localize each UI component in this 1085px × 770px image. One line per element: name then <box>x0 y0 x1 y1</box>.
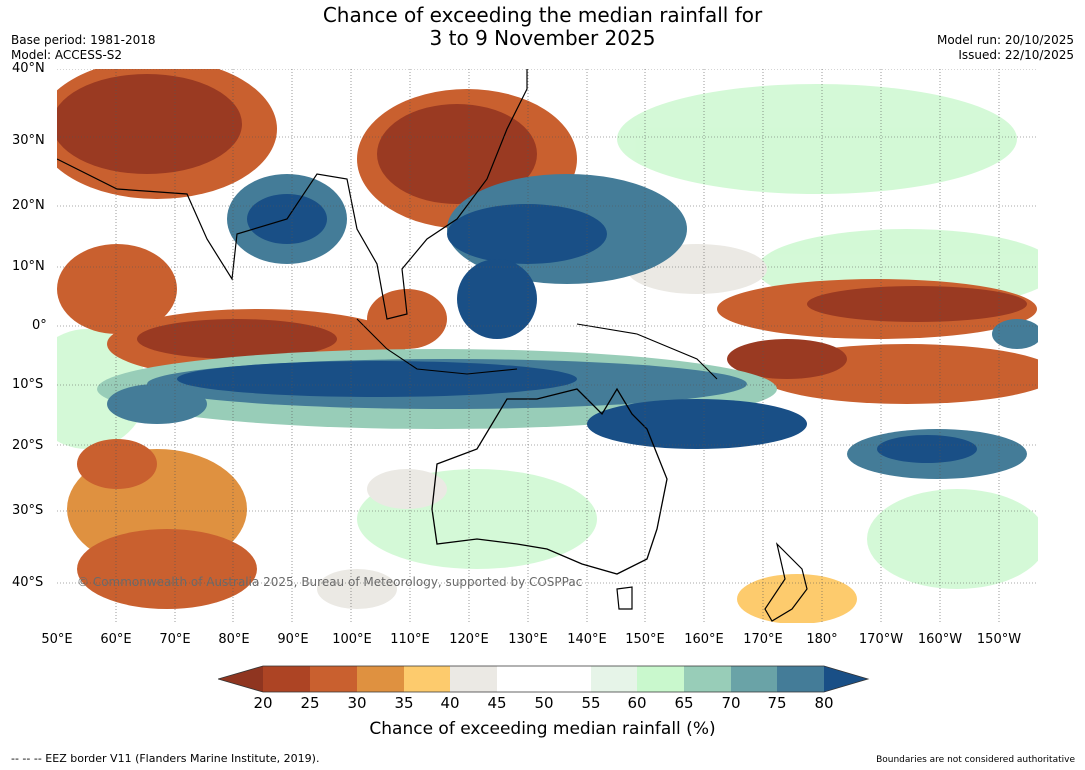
colorbar-low-arrow <box>218 666 263 692</box>
colorbar-label: Chance of exceeding median rainfall (%) <box>369 719 716 739</box>
lon-label: 100°E <box>332 632 372 647</box>
lon-label: 80°E <box>218 632 250 647</box>
lat-label: 30°N <box>12 133 45 148</box>
colorbar-high-arrow <box>824 666 868 692</box>
colorbar-swatch <box>777 666 824 692</box>
lon-label: 160°W <box>917 632 963 647</box>
lon-label: 120°E <box>449 632 489 647</box>
map-title: Chance of exceeding the median rainfall … <box>0 4 1085 50</box>
lat-label: 20°S <box>12 438 44 453</box>
colorbar-tick: 80 <box>814 694 834 712</box>
tasmania-coastline <box>616 586 633 610</box>
lon-label: 150°W <box>976 632 1022 647</box>
colorbar-swatch <box>310 666 357 692</box>
issued-date: Issued: 22/10/2025 <box>958 48 1074 62</box>
colorbar-tick: 25 <box>300 694 320 712</box>
lat-label: 30°S <box>12 503 44 518</box>
colorbar-tick: 65 <box>674 694 694 712</box>
map-canvas <box>57 69 1038 623</box>
colorbar-swatch <box>357 666 404 692</box>
colorbar-swatch <box>731 666 777 692</box>
lat-label: 40°S <box>12 575 44 590</box>
indonesia-coastline <box>356 318 518 375</box>
asia-coastline <box>57 69 528 320</box>
colorbar-tick: 40 <box>440 694 460 712</box>
new-guinea-coastline <box>576 323 718 380</box>
meta-left: Base period: 1981-2018 Model: ACCESS-S2 <box>11 33 156 63</box>
lon-label: 110°E <box>390 632 430 647</box>
lat-label: 0° <box>32 318 47 333</box>
colorbar-swatch <box>450 666 497 692</box>
title-line-2: 3 to 9 November 2025 <box>429 26 656 50</box>
lon-label: 90°E <box>277 632 309 647</box>
lon-label: 60°E <box>100 632 132 647</box>
colorbar-swatch <box>404 666 450 692</box>
eez-note: -- -- -- EEZ border V11 (Flanders Marine… <box>11 752 320 765</box>
lon-label: 50°E <box>41 632 73 647</box>
model-name: Model: ACCESS-S2 <box>11 48 123 62</box>
base-period: Base period: 1981-2018 <box>11 33 156 47</box>
lon-label: 150°E <box>625 632 665 647</box>
lat-label: 20°N <box>12 198 45 213</box>
lat-label: 10°N <box>12 259 45 274</box>
australia-coastline <box>431 387 668 575</box>
colorbar-tick: 50 <box>534 694 554 712</box>
model-run: Model run: 20/10/2025 <box>936 33 1074 47</box>
graticule <box>57 69 1038 623</box>
lon-label: 160°E <box>684 632 724 647</box>
colorbar-tick: 20 <box>253 694 273 712</box>
lat-label: 10°S <box>12 377 44 392</box>
lon-label: 70°E <box>159 632 191 647</box>
meta-right: Model run: 20/10/2025 Issued: 22/10/2025 <box>937 33 1074 63</box>
boundaries-note: Boundaries are not considered authoritat… <box>876 755 1075 765</box>
lon-label: 170°E <box>743 632 783 647</box>
colorbar-swatch <box>544 666 591 692</box>
colorbar-swatch <box>684 666 731 692</box>
colorbar-tick: 30 <box>347 694 367 712</box>
colorbar-swatch <box>591 666 637 692</box>
copyright-note: © Commonwealth of Australia 2025, Bureau… <box>77 575 583 589</box>
colorbar-tick: 70 <box>721 694 741 712</box>
colorbar-tick: 75 <box>767 694 787 712</box>
colorbar-swatch <box>263 666 310 692</box>
rainfall-map <box>57 69 1038 623</box>
colorbar-tick: 60 <box>627 694 647 712</box>
colorbar-swatch <box>637 666 684 692</box>
colorbar-swatch <box>497 666 544 692</box>
lon-label: 170°W <box>858 632 904 647</box>
lon-label: 140°E <box>567 632 607 647</box>
lat-label: 40°N <box>12 61 45 76</box>
new-zealand-coastline <box>764 542 808 622</box>
grey-areas <box>317 244 767 609</box>
colorbar-tick: 35 <box>394 694 414 712</box>
title-line-1: Chance of exceeding the median rainfall … <box>322 3 763 27</box>
colorbar <box>218 665 870 693</box>
lon-label: 130°E <box>508 632 548 647</box>
colorbar-tick: 45 <box>487 694 507 712</box>
colorbar-tick: 55 <box>581 694 601 712</box>
lon-label: 180° <box>806 632 838 647</box>
